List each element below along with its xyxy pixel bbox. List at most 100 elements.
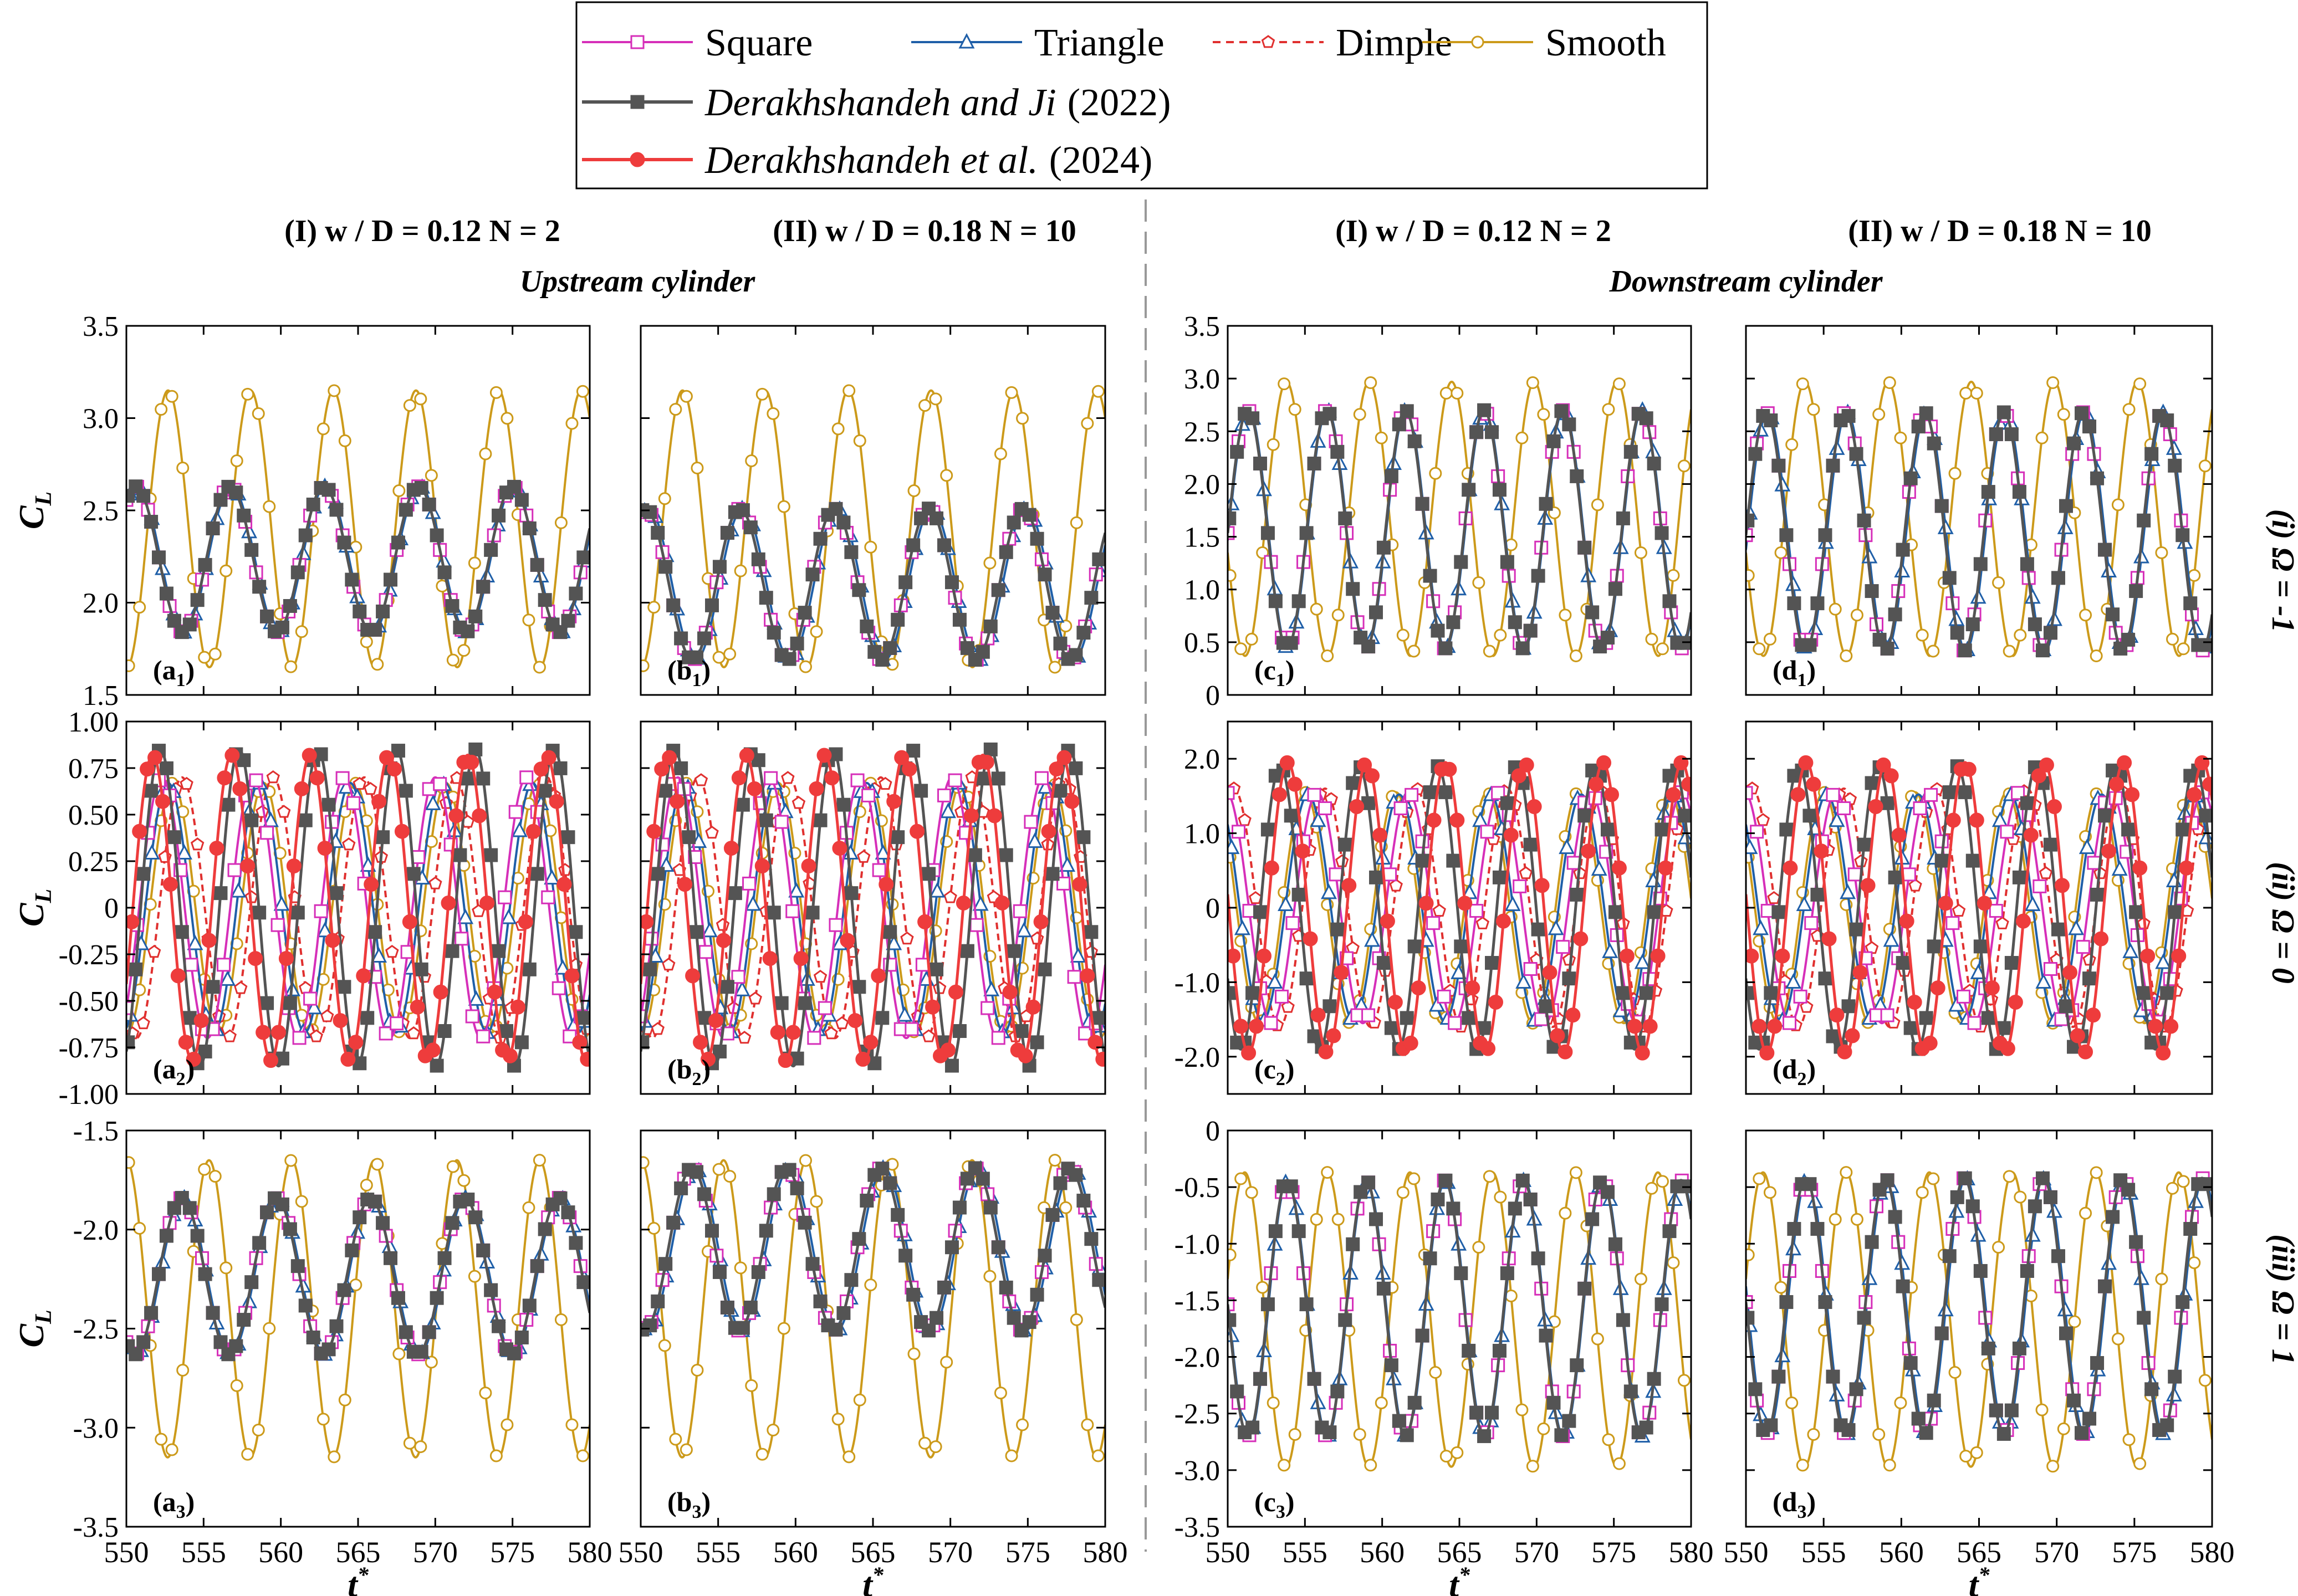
data-point xyxy=(1880,1008,1894,1022)
data-point xyxy=(840,933,855,948)
data-point xyxy=(1992,576,2005,589)
data-point xyxy=(2122,943,2139,958)
data-point xyxy=(1007,1311,1021,1325)
data-point xyxy=(453,848,467,862)
plot-area xyxy=(641,384,1105,674)
data-point xyxy=(767,906,781,920)
data-point xyxy=(2054,878,2070,893)
data-point xyxy=(674,631,688,646)
data-point xyxy=(1554,404,1569,418)
data-point xyxy=(781,771,795,784)
data-point xyxy=(907,484,921,498)
data-point xyxy=(554,1313,568,1326)
data-point xyxy=(1451,1446,1464,1459)
data-point xyxy=(680,1443,693,1456)
data-point xyxy=(2166,1181,2179,1195)
panel-c1: 3.5 3.0 2.5 2.0 1.5 1.0 0.5 0 (c1) xyxy=(1184,311,1692,712)
data-point xyxy=(1469,1405,1484,1420)
data-point xyxy=(767,626,781,640)
data-point xyxy=(1850,1213,1863,1226)
data-point xyxy=(1779,528,1794,543)
data-point xyxy=(2090,887,2105,902)
data-point xyxy=(468,742,483,756)
data-point xyxy=(283,599,297,613)
data-point xyxy=(734,1261,747,1275)
data-point xyxy=(1847,867,1862,882)
data-point xyxy=(2011,786,2025,800)
data-point xyxy=(576,385,589,398)
series-derakhshandeh-and-ji-2022- xyxy=(1228,403,1691,656)
data-point xyxy=(472,808,487,823)
data-point xyxy=(457,644,471,657)
data-point xyxy=(2129,584,2143,598)
data-point xyxy=(430,1058,444,1073)
data-point xyxy=(891,1208,905,1222)
data-point xyxy=(1084,925,1099,939)
x-tick-label: 575 xyxy=(1591,1536,1636,1569)
data-point xyxy=(1989,904,2003,918)
data-point xyxy=(295,1195,308,1208)
data-point xyxy=(1950,626,1964,640)
data-point xyxy=(832,841,847,856)
data-point xyxy=(1764,1418,1778,1433)
data-point xyxy=(1556,940,1570,954)
data-point xyxy=(1407,1172,1421,1185)
data-point xyxy=(1228,526,1235,540)
data-point xyxy=(782,652,796,666)
data-point xyxy=(1429,1365,1442,1379)
data-point xyxy=(1919,1011,1933,1025)
data-point xyxy=(1228,1248,1237,1261)
data-point xyxy=(1802,638,1817,652)
data-point xyxy=(1896,1279,1910,1293)
x-axis-title: t* xyxy=(862,1562,884,1596)
data-point xyxy=(1746,948,1759,964)
data-point xyxy=(842,384,856,397)
data-point xyxy=(1353,1428,1366,1441)
data-point xyxy=(853,1393,866,1406)
data-point xyxy=(1938,896,1953,911)
data-point xyxy=(1569,649,1582,662)
x-tick-label: 560 xyxy=(258,1536,303,1569)
data-point xyxy=(1492,870,1507,884)
data-point xyxy=(1508,615,1522,630)
data-point xyxy=(1469,425,1484,439)
data-point xyxy=(1523,961,1538,976)
data-point xyxy=(1346,582,1360,596)
data-point xyxy=(691,1363,704,1377)
legend-entry-5: Derakhshandeh et al. (2024) xyxy=(582,139,1152,182)
data-point xyxy=(2144,1382,2159,1396)
data-point xyxy=(1081,1418,1094,1431)
data-point xyxy=(1635,1045,1650,1061)
plot-area xyxy=(1746,1166,2212,1473)
data-point xyxy=(1654,822,1669,837)
data-point xyxy=(999,545,1013,559)
data-point xyxy=(1927,1172,1940,1185)
data-point xyxy=(1228,786,1235,800)
y-tick-label: -1.5 xyxy=(1174,1285,1220,1317)
series-triangle xyxy=(1228,785,1691,1027)
data-point xyxy=(922,867,936,881)
data-point xyxy=(1438,641,1453,656)
data-point xyxy=(2000,1041,2015,1056)
data-point xyxy=(1790,787,1806,802)
data-point xyxy=(754,858,770,874)
data-point xyxy=(1519,866,1533,879)
series-line xyxy=(1228,764,1691,1051)
data-point xyxy=(479,447,492,461)
data-point xyxy=(651,525,665,540)
data-point xyxy=(2075,406,2089,421)
data-point xyxy=(1462,483,1476,497)
data-point xyxy=(530,1259,544,1273)
data-point xyxy=(2043,626,2057,640)
data-point xyxy=(643,505,657,519)
data-point xyxy=(1483,644,1496,658)
data-point xyxy=(2070,1028,2086,1043)
data-point xyxy=(224,748,240,763)
data-point xyxy=(824,770,840,786)
data-point xyxy=(569,1236,583,1250)
x-tick-label: 565 xyxy=(1437,1536,1482,1569)
data-point xyxy=(1810,1222,1825,1236)
data-point xyxy=(2079,838,2095,855)
data-point xyxy=(2121,632,2136,647)
data-point xyxy=(1965,853,1980,868)
